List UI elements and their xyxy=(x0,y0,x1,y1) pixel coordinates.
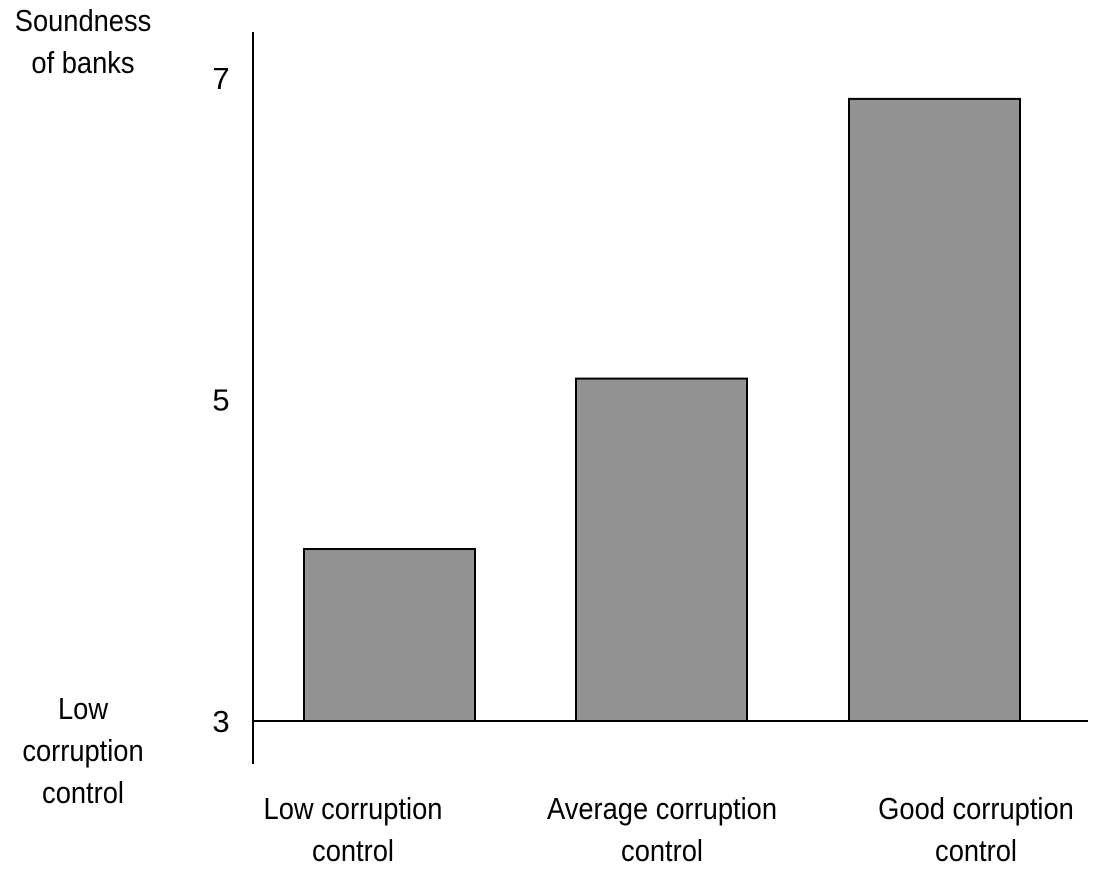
bar-average xyxy=(575,377,748,722)
x-tick-label-line: Good corruption xyxy=(878,791,1074,826)
axes-group xyxy=(252,32,1088,764)
y-axis-label-line: Soundness xyxy=(14,3,152,38)
x-tick-label-line: Average corruption xyxy=(546,791,778,826)
y-tick-label: 7 xyxy=(212,61,229,96)
bar-good xyxy=(848,97,1021,722)
x-tick-label-good: Good corruption control xyxy=(844,788,1099,872)
y-tick-label: 3 xyxy=(212,704,229,739)
x-tick-label-line: Low corruption xyxy=(263,791,443,826)
bars-group xyxy=(303,97,1021,722)
low-label-line: control xyxy=(42,775,124,810)
low-corruption-control-axis-note: Low corruption control xyxy=(8,688,158,814)
bar-low xyxy=(303,547,476,722)
low-label-line: Low xyxy=(57,691,109,726)
y-axis-label-line: of banks xyxy=(31,45,135,80)
x-tick-label-line: control xyxy=(935,833,1017,868)
x-tick-label-low: Low corruption control xyxy=(221,788,485,872)
x-tick-label-line: control xyxy=(621,833,703,868)
y-axis-label: Soundness of banks xyxy=(8,0,158,84)
y-ticks-group: 3 5 7 xyxy=(212,61,229,739)
y-tick-label: 5 xyxy=(212,383,229,418)
x-tick-label-average: Average corruption control xyxy=(530,788,794,872)
low-label-line: corruption xyxy=(22,733,144,768)
x-tick-label-line: control xyxy=(312,833,394,868)
